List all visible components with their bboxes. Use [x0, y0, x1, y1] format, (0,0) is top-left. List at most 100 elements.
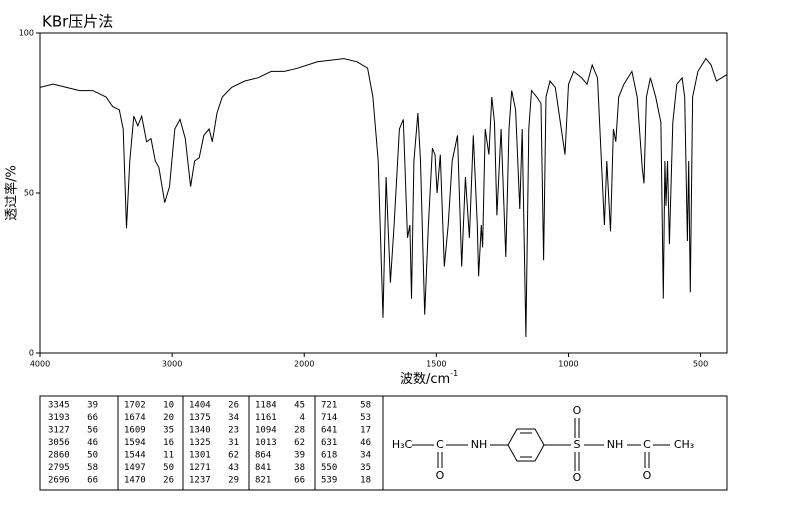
atom-label: H₃C: [392, 438, 413, 451]
peak-wavenumber: 618: [321, 451, 337, 461]
peak-transmittance: 45: [294, 401, 305, 411]
peak-transmittance: 26: [163, 476, 174, 486]
peak-transmittance: 66: [87, 476, 98, 486]
peak-transmittance: 46: [360, 438, 371, 448]
atom-label: O: [573, 471, 582, 484]
peak-transmittance: 62: [294, 438, 305, 448]
y-tick-label: 50: [24, 189, 34, 198]
benzene-ring: [507, 428, 545, 462]
atom-label: C: [643, 438, 651, 451]
peak-transmittance: 58: [360, 401, 371, 411]
chart-title: KBr压片法: [42, 13, 113, 31]
peak-transmittance: 46: [87, 438, 98, 448]
peak-wavenumber: 539: [321, 476, 337, 486]
peak-transmittance: 26: [228, 401, 239, 411]
peak-wavenumber: 550: [321, 463, 337, 473]
atom-label: O: [643, 469, 652, 482]
peak-transmittance: 66: [294, 476, 305, 486]
peak-transmittance: 56: [87, 426, 98, 436]
peak-wavenumber: 821: [255, 476, 271, 486]
peak-wavenumber: 1161: [255, 413, 277, 423]
atom-label: C: [436, 438, 444, 451]
atom-label: NH: [471, 438, 488, 451]
peak-transmittance: 28: [294, 426, 305, 436]
peak-wavenumber: 2696: [48, 476, 70, 486]
peak-wavenumber: 1594: [124, 438, 146, 448]
x-tick-label: 1500: [426, 360, 446, 369]
peak-table: [39, 395, 728, 491]
peak-wavenumber: 3345: [48, 401, 70, 411]
peak-transmittance: 10: [163, 401, 174, 411]
peak-transmittance: 34: [228, 413, 239, 423]
peak-transmittance: 43: [228, 463, 239, 473]
peak-transmittance: 53: [360, 413, 371, 423]
peak-wavenumber: 841: [255, 463, 271, 473]
x-tick-label: 2000: [294, 360, 314, 369]
peak-wavenumber: 1237: [189, 476, 211, 486]
x-tick-label: 500: [693, 360, 708, 369]
peak-wavenumber: 1544: [124, 451, 146, 461]
structure: [412, 418, 670, 471]
peak-transmittance: 39: [87, 401, 98, 411]
peak-wavenumber: 1271: [189, 463, 211, 473]
y-axis-label: 透过率/%: [4, 165, 20, 221]
peak-wavenumber: 2795: [48, 463, 70, 473]
peak-wavenumber: 3127: [48, 426, 70, 436]
peak-transmittance: 38: [294, 463, 305, 473]
atom-label: O: [436, 469, 445, 482]
x-axis-label-text: 波数/cm: [400, 372, 450, 387]
x-tick-label: 3000: [162, 360, 182, 369]
x-tick-label: 4000: [30, 360, 50, 369]
peak-wavenumber: 1325: [189, 438, 211, 448]
peak-wavenumber: 1301: [189, 451, 211, 461]
peak-transmittance: 62: [228, 451, 239, 461]
peak-wavenumber: 1094: [255, 426, 277, 436]
peak-wavenumber: 864: [255, 451, 271, 461]
x-axis-label-sup: -1: [450, 369, 458, 378]
peak-transmittance: 17: [360, 426, 371, 436]
x-axis-label: 波数/cm-1: [400, 369, 458, 387]
peak-wavenumber: 1609: [124, 426, 146, 436]
peak-wavenumber: 3056: [48, 438, 70, 448]
spectrum-line: [39, 57, 728, 338]
atom-label: O: [573, 404, 582, 417]
peak-wavenumber: 631: [321, 438, 337, 448]
peak-transmittance: 4: [300, 413, 305, 423]
peak-transmittance: 20: [163, 413, 174, 423]
peak-wavenumber: 1184: [255, 401, 277, 411]
atom-label: CH₃: [674, 438, 694, 451]
peak-wavenumber: 1013: [255, 438, 277, 448]
peak-transmittance: 50: [163, 463, 174, 473]
peak-transmittance: 16: [163, 438, 174, 448]
peak-wavenumber: 1497: [124, 463, 146, 473]
peak-wavenumber: 1470: [124, 476, 146, 486]
peak-wavenumber: 1340: [189, 426, 211, 436]
peak-wavenumber: 641: [321, 426, 337, 436]
atom-label: NH: [607, 438, 624, 451]
peak-transmittance: 58: [87, 463, 98, 473]
peak-transmittance: 18: [360, 476, 371, 486]
peak-wavenumber: 3193: [48, 413, 70, 423]
y-tick-label: 0: [29, 349, 34, 358]
x-tick-label: 1000: [558, 360, 578, 369]
peak-wavenumber: 721: [321, 401, 337, 411]
peak-transmittance: 50: [87, 451, 98, 461]
peak-transmittance: 29: [228, 476, 239, 486]
atom-label: S: [574, 438, 581, 451]
peak-transmittance: 35: [163, 426, 174, 436]
peak-transmittance: 39: [294, 451, 305, 461]
peak-transmittance: 34: [360, 451, 371, 461]
y-tick-label: 100: [19, 29, 34, 38]
peak-wavenumber: 1702: [124, 401, 146, 411]
peak-transmittance: 66: [87, 413, 98, 423]
peak-wavenumber: 2860: [48, 451, 70, 461]
peak-transmittance: 35: [360, 463, 371, 473]
peak-wavenumber: 1375: [189, 413, 211, 423]
peak-wavenumber: 1674: [124, 413, 146, 423]
peak-transmittance: 23: [228, 426, 239, 436]
peak-wavenumber: 714: [321, 413, 337, 423]
peak-transmittance: 11: [163, 451, 174, 461]
peak-wavenumber: 1404: [189, 401, 211, 411]
